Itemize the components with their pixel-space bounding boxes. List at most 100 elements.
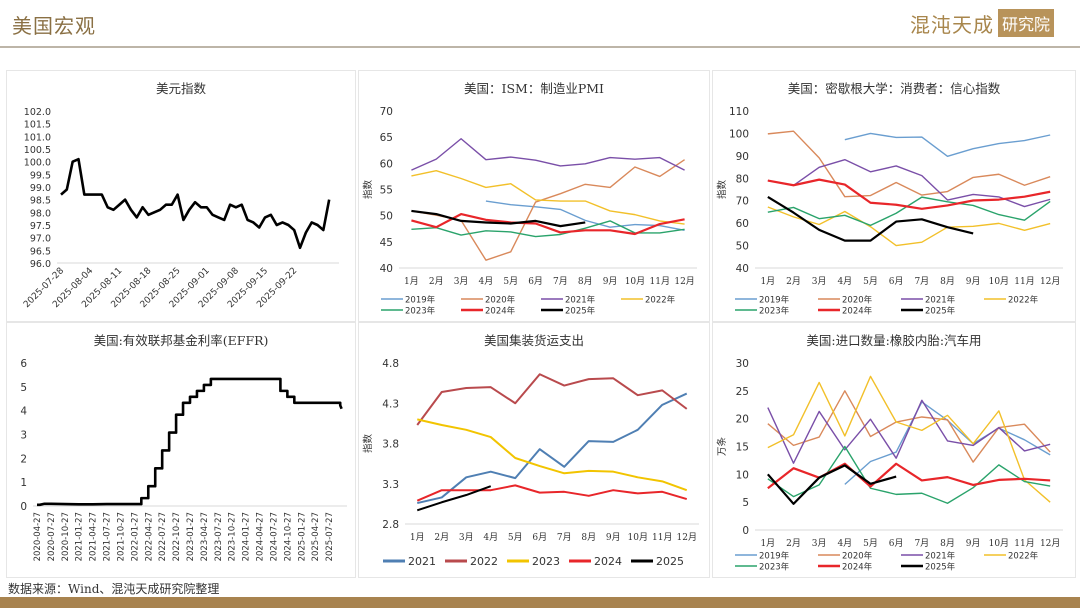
legend-label: 2022年 (1008, 295, 1039, 306)
y-tick-label: 70 (380, 106, 393, 118)
chart-panel-umich: 美国：密歇根大学：消费者：信心指数 40 50 60 70 80 90 100 110 指数 1月 2… (712, 70, 1076, 322)
chart-svg-tires: 美国:进口数量:橡胶内胎:汽车用 0 5 10 15 20 25 30 万条 1月 2月 3月 4月 5月… (716, 333, 1063, 573)
data-source-note: 数据来源：Wind、混沌天成研究院整理 (8, 582, 220, 596)
legend-label: 2020年 (485, 295, 516, 306)
x-tick-label: 8月 (578, 276, 593, 287)
x-tick-label: 5月 (863, 276, 878, 287)
chart-svg-pmi: 美国：ISM：制造业PMI 40 45 50 55 60 65 70 指数 1月 2月 3月 4月 5月 6… (362, 81, 697, 317)
legend-label: 2021 (408, 555, 436, 568)
y-tick-label: 20 (736, 414, 749, 426)
chart-title: 美元指数 (156, 81, 207, 96)
x-tick-label: 12月 (1040, 538, 1060, 549)
chart-panel-tires: 美国:进口数量:橡胶内胎:汽车用 0 5 10 15 20 25 30 万条 1月 2月 3月 4月 5月… (712, 322, 1076, 578)
legend-label: 2022 (470, 555, 498, 568)
y-tick-label: 97.5 (30, 221, 51, 232)
x-tick-label: 6月 (532, 532, 547, 543)
chart-svg-container: 美国集装货运支出 2.8 3.3 3.8 4.3 4.8 指数 1月 2月 3月 4月 5月 6月 7月 8… (362, 333, 699, 568)
x-tick-label: 4月 (837, 276, 852, 287)
x-tick-label: 4月 (837, 538, 852, 549)
legend-label: 2024年 (485, 306, 516, 317)
series-line-2019年 (844, 401, 1051, 485)
series-line-2023 (417, 418, 688, 492)
y-tick-label: 1 (20, 477, 27, 489)
x-tick-label: 5月 (508, 532, 523, 543)
y-tick-label: 110 (729, 106, 749, 118)
y-tick-label: 101.0 (24, 132, 51, 143)
y-tick-label: 3.8 (382, 439, 399, 451)
x-tick-label: 1月 (760, 276, 775, 287)
x-tick-label: 6月 (889, 538, 904, 549)
x-tick-label: 1月 (410, 532, 425, 543)
y-axis-label: 指数 (362, 180, 374, 200)
y-tick-label: 30 (736, 358, 749, 370)
y-tick-label: 40 (380, 263, 393, 275)
chart-title: 美国:有效联邦基金利率(EFFR) (94, 333, 269, 348)
series-line-2025 (416, 485, 492, 512)
y-tick-label: 40 (736, 263, 749, 275)
y-tick-label: 60 (380, 158, 393, 170)
x-tick-label: 2024-10-27 (283, 512, 293, 561)
x-tick-label: 2025-07-27 (325, 512, 335, 561)
x-tick-label: 9月 (606, 532, 621, 543)
y-tick-label: 101.5 (24, 120, 51, 131)
series-line-2025年 (411, 209, 586, 228)
y-tick-label: 70 (736, 196, 749, 208)
legend-label: 2022年 (1008, 551, 1039, 562)
series-line-2022年 (411, 169, 685, 225)
legend-label: 2020年 (842, 551, 873, 562)
y-tick-label: 98.0 (30, 208, 51, 219)
x-tick-label: 6月 (528, 276, 543, 287)
x-tick-label: 2月 (786, 538, 801, 549)
series-line-2024年 (767, 178, 1051, 210)
legend-label: 2021年 (565, 295, 596, 306)
series-line-2019年 (844, 132, 1051, 158)
y-tick-label: 50 (380, 211, 393, 223)
y-tick-label: 96.5 (30, 246, 51, 257)
y-tick-label: 10 (736, 469, 749, 481)
chart-svg-effr: 美国:有效联邦基金利率(EFFR) 0 1 2 3 4 5 6 2020-04-27 2020-0… (20, 333, 347, 561)
x-tick-label: 7月 (557, 532, 572, 543)
x-tick-label: 1月 (760, 538, 775, 549)
x-tick-label: 4月 (483, 532, 498, 543)
series-line-2024 (416, 484, 688, 502)
chart-panel-pmi: 美国：ISM：制造业PMI 40 45 50 55 60 65 70 指数 1月 2月 3月 4月 5月 6… (358, 70, 710, 322)
page-header: 美国宏观 混沌天成 研究院 (0, 0, 1080, 46)
x-tick-label: 10月 (625, 276, 645, 287)
legend-label: 2025年 (565, 306, 596, 317)
y-tick-label: 15 (736, 442, 749, 454)
legend-label: 2021年 (925, 295, 956, 306)
y-tick-label: 100.0 (24, 158, 51, 169)
legend-label: 2024年 (842, 306, 873, 317)
y-tick-label: 96.0 (30, 259, 51, 270)
x-tick-label: 2023-10-27 (228, 512, 238, 561)
header-divider (0, 46, 1080, 48)
x-tick-label: 2021-07-27 (103, 512, 113, 561)
x-tick-label: 5月 (503, 276, 518, 287)
y-tick-label: 6 (20, 358, 27, 370)
x-tick-label: 3月 (459, 532, 474, 543)
x-tick-label: 12月 (1040, 276, 1060, 287)
chart-title: 美国：ISM：制造业PMI (464, 81, 604, 96)
x-tick-label: 2023-01-27 (186, 512, 196, 561)
y-tick-label: 55 (380, 185, 393, 197)
x-tick-label: 2023-07-27 (214, 512, 224, 561)
legend-label: 2025年 (925, 562, 956, 573)
x-tick-label: 2025-04-27 (311, 512, 321, 561)
series-line-2023年 (767, 196, 1051, 227)
series-line-美元指数 (60, 157, 331, 250)
x-tick-label: 2025-01-27 (297, 512, 307, 561)
x-tick-label: 8月 (940, 276, 955, 287)
brand-name: 混沌天成 (909, 12, 994, 37)
series-line-2021 (417, 392, 688, 505)
x-tick-label: 11月 (1014, 538, 1034, 549)
x-tick-label: 2020-04-27 (33, 512, 43, 561)
legend-label: 2023 (532, 555, 560, 568)
y-tick-label: 65 (380, 132, 393, 144)
series-line-2023年 (767, 445, 1051, 504)
series-line-2022 (416, 373, 688, 426)
x-tick-label: 7月 (914, 538, 929, 549)
x-tick-label: 6月 (889, 276, 904, 287)
x-tick-label: 7月 (553, 276, 568, 287)
x-tick-label: 11月 (650, 276, 670, 287)
x-tick-label: 11月 (652, 532, 672, 543)
